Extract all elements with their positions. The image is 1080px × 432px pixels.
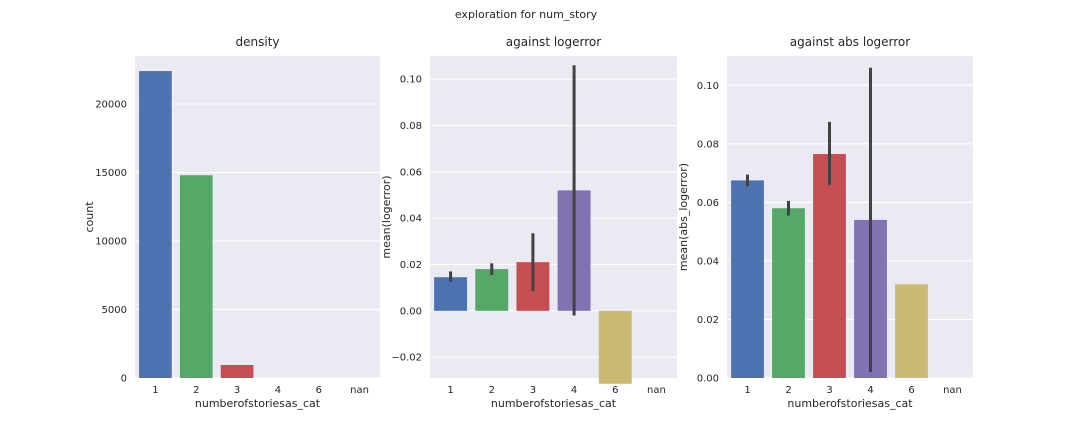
chart-panel-1: 0 5000 10000 15000 20000 1 2 3 4 6 nan density numbe… [83,35,380,410]
x-tick-label: 4 [571,385,577,396]
y-tick-label: 0.00 [400,306,422,317]
x-tick-label: 1 [744,385,750,396]
x-tick-label: 2 [489,385,495,396]
y-tick-label: 20000 [95,99,127,110]
y-tick-label: 15000 [95,168,127,179]
x-tick-label: 3 [234,385,240,396]
chart-panels: 0 5000 10000 15000 20000 1 2 3 4 6 nan density numbe… [83,35,973,410]
x-tick-label: 6 [316,385,322,396]
plot-background [135,56,380,378]
y-tick-label: 0.08 [697,139,719,150]
chart-title: against logerror [506,35,601,49]
x-axis-label: numberofstoriesas_cat [195,397,321,410]
y-tick-label: 5000 [102,305,127,316]
y-axis-label: count [83,201,96,233]
x-tick-label: nan [647,385,666,396]
y-tick-label: 0.08 [400,121,422,132]
x-tick-label: 6 [612,385,618,396]
x-tick-label: 2 [785,385,791,396]
bar-2 [772,208,805,378]
y-tick-label: 0.10 [400,75,422,86]
y-tick-label: 0.06 [400,167,422,178]
x-tick-label: 1 [152,385,158,396]
plot-background [727,56,973,378]
chart-panel-3: 0.00 0.02 0.04 0.06 0.08 0.10 1 2 3 4 6 nan against … [677,35,973,410]
bar-2 [179,175,213,378]
chart-title: density [236,35,280,49]
bar-1 [139,71,172,379]
y-tick-label: 0.04 [400,214,422,225]
y-tick-label: 10000 [95,236,127,247]
plot-background [430,56,677,378]
x-tick-label: 1 [447,385,453,396]
y-tick-label: 0 [121,374,127,385]
y-axis-label: mean(logerror) [380,175,393,258]
bar-1 [434,277,468,311]
chart-title: against abs logerror [790,35,910,49]
y-tick-label: 0.02 [697,315,719,326]
figure-suptitle: exploration for num_story [455,8,598,21]
x-tick-label: 2 [193,385,199,396]
x-axis-label: numberofstoriesas_cat [787,397,913,410]
bar-6 [895,284,928,378]
x-tick-label: nan [943,385,962,396]
x-tick-label: 3 [826,385,832,396]
y-tick-label: 0.00 [697,374,719,385]
bar-3 [813,154,846,378]
y-tick-label: 0.10 [697,81,719,92]
x-axis-label: numberofstoriesas_cat [491,397,617,410]
x-tick-label: 4 [867,385,873,396]
chart-panel-2: −0.02 0.00 0.02 0.04 0.06 0.08 0.10 1 2 3 4 6 nan aga… [380,35,677,410]
bar-3 [220,364,254,378]
bar-1 [731,180,764,378]
x-tick-label: 3 [530,385,536,396]
y-tick-label: 0.06 [697,198,719,209]
x-tick-label: 4 [275,385,281,396]
bar-2 [475,269,509,311]
y-axis-label: mean(abs_logerror) [677,163,690,271]
x-tick-label: 6 [908,385,914,396]
x-tick-label: nan [350,385,369,396]
y-tick-label: −0.02 [391,353,422,364]
y-tick-label: 0.02 [400,260,422,271]
bar-6 [598,310,632,384]
y-tick-label: 0.04 [697,256,719,267]
